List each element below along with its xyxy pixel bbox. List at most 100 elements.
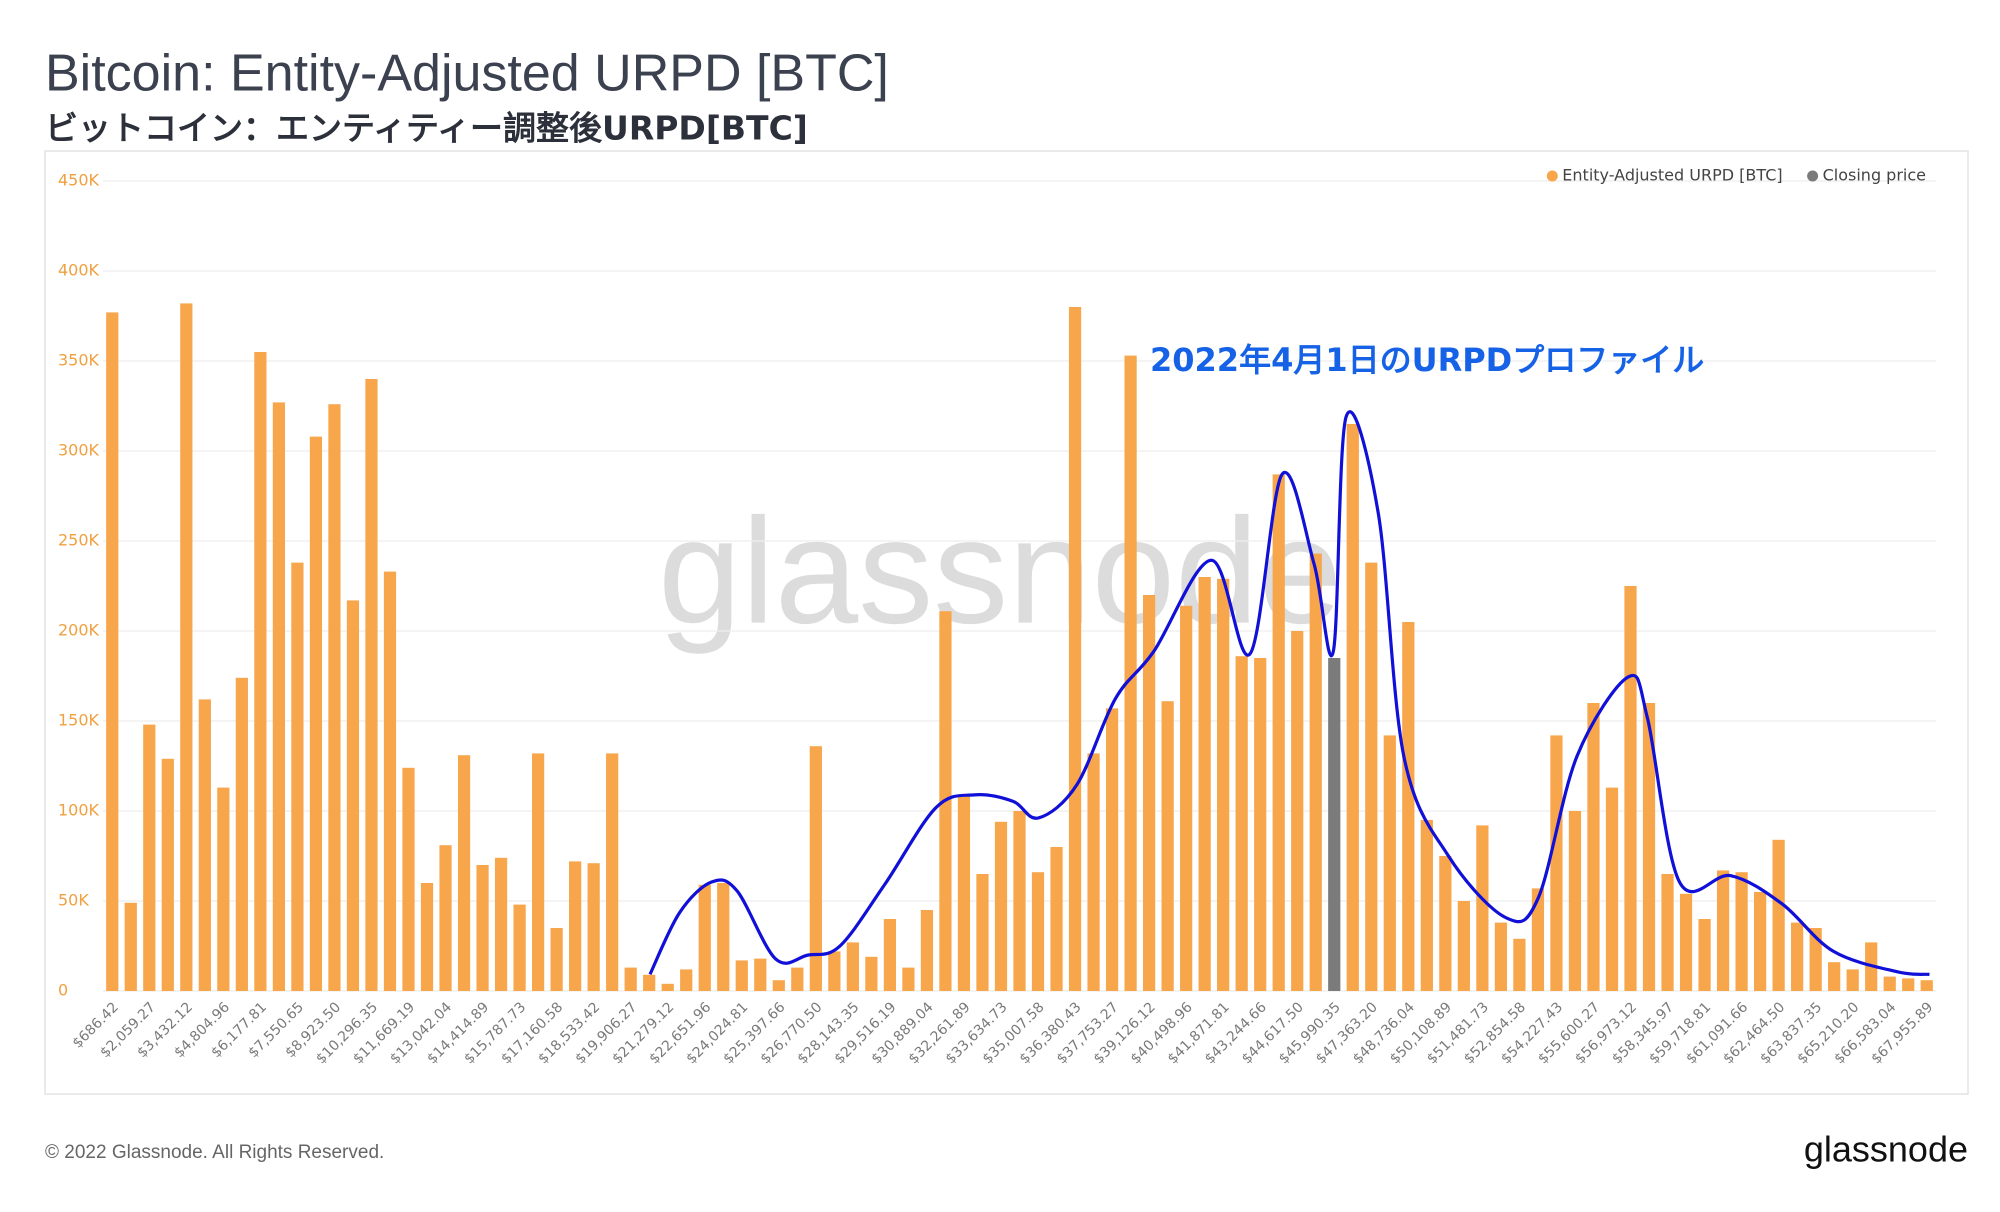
bar — [1791, 922, 1804, 991]
bar — [1291, 631, 1304, 991]
footer: © 2022 Glassnode. All Rights Reserved. — [45, 1142, 384, 1163]
y-tick-label: 200K — [58, 621, 100, 640]
legend-label: Closing price — [1823, 166, 1926, 185]
bar — [402, 767, 415, 991]
bar — [1735, 872, 1748, 991]
bar — [1457, 901, 1470, 991]
bar — [1846, 969, 1859, 991]
bar — [328, 404, 341, 991]
bar — [606, 753, 619, 991]
bar — [809, 746, 822, 991]
y-tick-label: 400K — [58, 261, 100, 280]
bar — [1698, 919, 1711, 991]
y-tick-label: 250K — [58, 531, 100, 550]
bar — [1254, 658, 1267, 991]
bar — [846, 942, 859, 991]
bar — [994, 821, 1008, 991]
bar — [1124, 355, 1137, 992]
bar — [1605, 787, 1619, 991]
bar — [865, 956, 878, 991]
bar — [920, 910, 934, 991]
bar — [1013, 811, 1026, 991]
bar — [254, 352, 267, 991]
bar — [1420, 820, 1433, 991]
bar — [1920, 980, 1933, 991]
annotation-curve — [648, 410, 1930, 976]
y-tick-label: 100K — [58, 801, 100, 820]
bar — [531, 753, 545, 991]
bar — [1661, 874, 1674, 991]
bar — [217, 787, 230, 991]
bar — [569, 861, 582, 991]
bar — [1180, 605, 1193, 991]
chart-frame — [44, 150, 1969, 1095]
bar — [1753, 892, 1767, 991]
bar — [698, 884, 711, 991]
bar — [680, 969, 693, 991]
watermark: glassnode — [658, 487, 1342, 655]
bar — [1494, 922, 1508, 991]
bar — [1439, 856, 1452, 991]
bar — [957, 796, 971, 991]
bar — [902, 967, 915, 991]
bar — [1161, 701, 1174, 991]
bar — [272, 402, 286, 991]
annotation: 2022年4月1日のURPDプロファイル — [1150, 341, 1704, 379]
bar — [1309, 553, 1322, 991]
bar — [420, 883, 434, 991]
bar — [1217, 578, 1230, 991]
bar — [513, 904, 526, 991]
bar — [106, 312, 119, 991]
bar — [235, 677, 248, 991]
bar — [1902, 978, 1915, 991]
bar — [791, 967, 804, 991]
bar — [143, 724, 156, 991]
bar — [754, 958, 767, 991]
bar — [717, 883, 730, 991]
bar — [1272, 474, 1285, 991]
chart-subtitle: ビットコイン：エンティティー調整後URPD[BTC] — [45, 109, 808, 148]
bar — [1679, 893, 1693, 991]
bar — [476, 865, 489, 991]
legend-marker — [1546, 170, 1558, 182]
bar — [494, 857, 508, 991]
bar — [1772, 839, 1785, 991]
bar — [976, 874, 989, 991]
bar — [1402, 622, 1415, 991]
bar — [828, 951, 841, 991]
bar — [1050, 847, 1063, 991]
bar — [1087, 753, 1100, 991]
bar — [346, 600, 360, 991]
legend-label: Entity-Adjusted URPD [BTC] — [1562, 166, 1782, 185]
bar — [198, 699, 211, 991]
chart-title: Bitcoin: Entity-Adjusted URPD [BTC] — [45, 45, 889, 103]
bar — [1828, 962, 1841, 991]
bar — [291, 562, 304, 991]
bar — [735, 960, 748, 991]
bar — [383, 571, 397, 991]
bar — [309, 436, 323, 992]
y-tick-label: 50K — [58, 891, 89, 910]
bar — [161, 758, 174, 991]
bar — [1716, 870, 1730, 991]
bar — [643, 974, 656, 991]
bar — [883, 919, 897, 991]
bar — [772, 980, 785, 991]
bar — [1550, 735, 1563, 991]
bar — [1809, 928, 1822, 991]
logo: glassnode — [1804, 1129, 1968, 1170]
y-tick-label: 450K — [58, 171, 100, 190]
bar — [1235, 656, 1248, 991]
bar — [1476, 825, 1489, 991]
y-tick-label: 0 — [58, 981, 68, 1000]
bar — [124, 902, 137, 991]
y-tick-label: 150K — [58, 711, 100, 730]
bar — [1531, 888, 1545, 991]
bar — [1568, 811, 1582, 991]
bar — [1328, 658, 1341, 991]
bar — [661, 983, 674, 991]
bar — [180, 303, 193, 991]
bar — [365, 379, 378, 991]
